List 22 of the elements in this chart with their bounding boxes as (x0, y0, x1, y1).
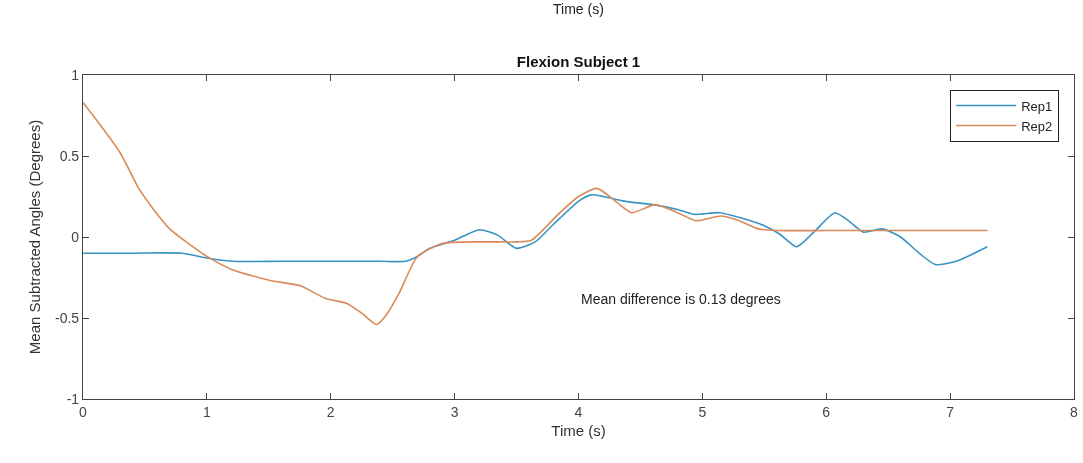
text: Time (s) (553, 1, 604, 17)
y-tick-label: -0.5 (54, 309, 80, 326)
y-tick-label: 1 (71, 66, 80, 83)
x-tick-label: 4 (574, 403, 583, 420)
line-series (83, 194, 989, 266)
x-tick-label: 7 (946, 403, 955, 420)
line-series (83, 101, 989, 326)
y-tick-label: -1 (66, 390, 80, 407)
y-tick-label: 0.5 (59, 147, 80, 164)
x-tick-label: 2 (326, 403, 335, 420)
x-tick-label: 8 (1070, 403, 1079, 420)
legend-label: Rep2 (1021, 118, 1053, 134)
y-axis-title: Mean Subtracted Angles (Degrees) (26, 119, 44, 355)
x-tick-label: 3 (450, 403, 459, 420)
x-axis-title: Time (s) (551, 421, 606, 439)
chart-title: Flexion Subject 1 (516, 53, 641, 71)
x-tick-label: 6 (822, 403, 831, 420)
annotation: Mean difference is 0.13 degrees (581, 291, 781, 307)
legend-label: Rep1 (1021, 98, 1053, 114)
x-tick-label: 1 (202, 403, 211, 420)
x-tick-label: 5 (698, 403, 707, 420)
y-tick-label: 0 (71, 228, 80, 245)
